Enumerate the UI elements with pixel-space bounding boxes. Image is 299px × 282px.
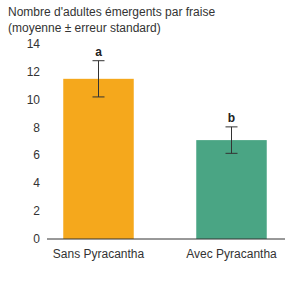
x-tick-label: Sans Pyracantha	[53, 247, 145, 261]
error-cap	[226, 126, 238, 127]
error-cap	[226, 153, 238, 154]
subtitle: (moyenne ± erreur standard)	[8, 21, 161, 35]
error-bar	[93, 61, 105, 97]
error-cap	[93, 60, 105, 61]
y-tick-label: 12	[27, 65, 41, 79]
annotation: b	[228, 111, 235, 125]
x-tick-label: Avec Pyracantha	[186, 247, 277, 261]
x-axis	[47, 239, 285, 240]
title: Nombre d'adultes émergents par fraise	[8, 5, 215, 19]
y-tick-label: 6	[33, 148, 40, 162]
y-tick-label: 10	[27, 93, 41, 107]
error-cap	[93, 96, 105, 97]
bar	[63, 79, 133, 239]
error-bar	[226, 127, 238, 153]
error-line	[231, 127, 232, 153]
y-tick-label: 4	[33, 176, 40, 190]
chart: Nombre d'adultes émergents par fraise (mo…	[0, 0, 299, 282]
bars	[63, 61, 266, 239]
error-line	[98, 61, 99, 97]
y-tick-label: 8	[33, 121, 40, 135]
bar	[196, 140, 266, 239]
annotation: a	[95, 45, 102, 59]
y-tick-label: 0	[33, 232, 40, 246]
y-tick-label: 2	[33, 204, 40, 218]
y-tick-label: 14	[27, 37, 41, 51]
